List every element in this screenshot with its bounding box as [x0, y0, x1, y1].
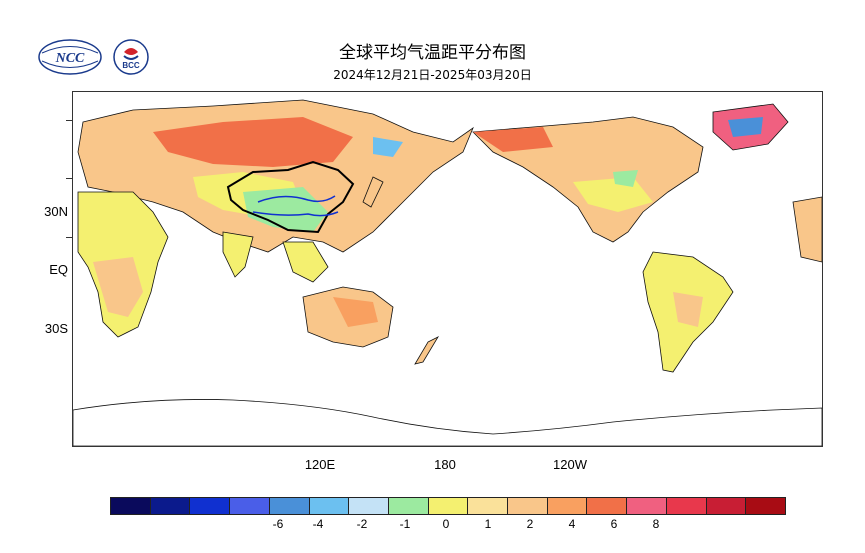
y-tick [66, 178, 72, 179]
anomaly-south-america-warm [673, 292, 703, 327]
river-yangtze [252, 211, 339, 217]
anomaly-africa-warm [93, 257, 143, 317]
colorbar [110, 497, 786, 515]
colorbar-swatch [388, 498, 429, 514]
anomaly-tibet [243, 187, 328, 232]
map-title: 全球平均气温距平分布图 [339, 43, 526, 63]
landmass-southeast-asia [282, 241, 329, 283]
colorbar-swatch [706, 498, 747, 514]
colorbar-label: -4 [312, 517, 324, 531]
china-border [226, 160, 355, 234]
colorbar-swatch [627, 498, 667, 514]
colorbar-swatch [428, 498, 469, 514]
landmass-india [222, 231, 254, 278]
temperature-anomaly-map [73, 99, 822, 446]
ncc-logo-text: NCC [55, 51, 85, 66]
colorbar-swatch [468, 498, 509, 514]
x-label-120w: 120W [553, 457, 587, 472]
colorbar-label: -1 [399, 517, 411, 531]
colorbar-swatch [587, 498, 628, 514]
colorbar-swatch [150, 498, 191, 514]
y-tick [66, 237, 72, 238]
y-label-eq: EQ [49, 262, 68, 277]
landmass-japan [362, 176, 384, 208]
map-frame [72, 91, 823, 447]
y-tick [66, 120, 72, 121]
x-label-120e: 120E [304, 457, 336, 472]
landmass-new-zealand [414, 336, 440, 365]
river-yellow [257, 195, 336, 203]
colorbar-swatch [190, 498, 231, 514]
colorbar-swatch [508, 498, 548, 514]
anomaly-australia-warm [333, 297, 378, 327]
colorbar-swatch [309, 498, 350, 514]
ncc-logo: NCC [38, 39, 102, 75]
colorbar-swatch [547, 498, 588, 514]
colorbar-label: 1 [484, 517, 492, 531]
colorbar-swatch [230, 498, 270, 514]
colorbar-label: 2 [526, 517, 534, 531]
colorbar-label: -2 [356, 517, 368, 531]
colorbar-label: 4 [568, 517, 576, 531]
colorbar-swatch [349, 498, 389, 514]
colorbar-label: 0 [442, 517, 450, 531]
landmass-antarctica [73, 399, 822, 446]
colorbar-label: 6 [610, 517, 618, 531]
anomaly-great-lakes-cool [613, 170, 638, 187]
y-label-30s: 30S [44, 321, 68, 336]
map-subtitle: 2024年12月21日-2025年03月20日 [333, 68, 532, 82]
anomaly-siberia-warm [153, 117, 353, 167]
anomaly-greenland-cold [728, 117, 763, 137]
colorbar-swatch [269, 498, 310, 514]
colorbar-swatch [111, 498, 151, 514]
colorbar-label: -6 [272, 517, 284, 531]
colorbar-swatch [666, 498, 707, 514]
landmass-west-africa-edge [792, 196, 822, 263]
anomaly-east-siberia-cool [373, 137, 403, 157]
anomaly-alaska-warm [473, 127, 553, 152]
x-label-180: 180 [434, 457, 456, 472]
colorbar-swatch [746, 498, 785, 514]
colorbar-label: 8 [652, 517, 660, 531]
bcc-logo: BCC [113, 39, 149, 75]
y-label-30n: 30N [44, 204, 68, 219]
bcc-logo-text: BCC [122, 61, 140, 70]
